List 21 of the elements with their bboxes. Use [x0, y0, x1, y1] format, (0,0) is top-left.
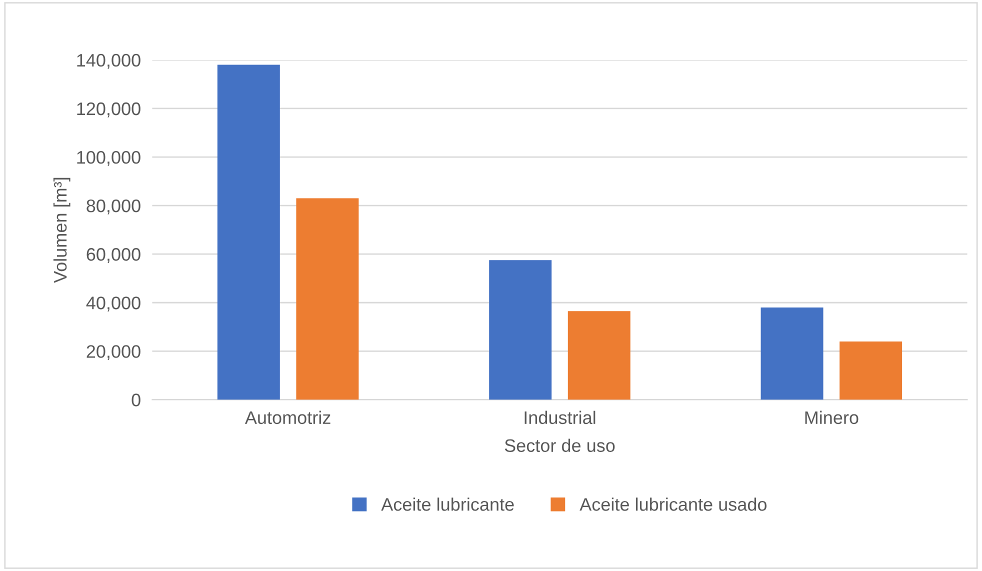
x-axis-title: Sector de uso	[504, 438, 615, 452]
legend-label: Aceite lubricante usado	[580, 498, 767, 511]
y-tick-label: 100,000	[77, 150, 140, 166]
bar	[296, 198, 359, 400]
y-tick-label: 40,000	[86, 296, 140, 312]
bar	[489, 260, 552, 400]
bar	[217, 64, 280, 400]
y-tick-label: 140,000	[77, 54, 140, 69]
legend-label: Aceite lubricante	[381, 498, 514, 511]
bar	[760, 307, 824, 400]
x-tick-label: Industrial	[524, 410, 596, 424]
y-axis-title: Volumen [m³]	[53, 178, 70, 283]
y-tick-label: 120,000	[77, 102, 140, 118]
bar	[840, 341, 902, 400]
x-tick-label: Automotriz	[244, 410, 330, 424]
bar	[568, 311, 630, 400]
y-tick-label: 0	[132, 394, 140, 406]
y-tick-label: 20,000	[86, 345, 140, 360]
x-tick-label: Minero	[805, 410, 858, 424]
y-tick-label: 80,000	[86, 199, 140, 214]
y-tick-label: 60,000	[86, 248, 140, 263]
